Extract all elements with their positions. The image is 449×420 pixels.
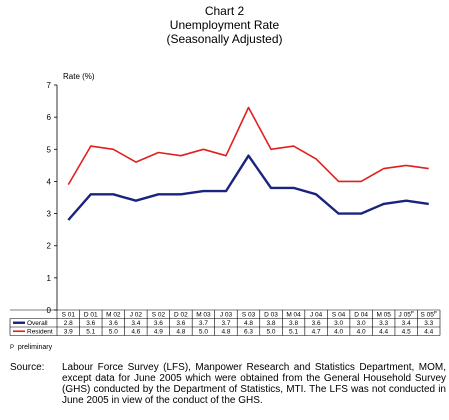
x-category-label: D 04 <box>354 312 368 319</box>
data-label: 5.1 <box>86 329 95 336</box>
x-category-label: J 05P <box>399 310 414 319</box>
data-label: 3.8 <box>289 320 298 327</box>
y-tick-label: 4 <box>47 177 52 186</box>
data-label: 4.7 <box>312 329 321 336</box>
data-label: 2.8 <box>64 320 73 327</box>
source-label: Source: <box>10 362 45 373</box>
x-category-label: J 03 <box>220 312 233 319</box>
chart-series-lines <box>67 106 429 221</box>
data-label: 3.6 <box>176 320 185 327</box>
x-category-label: M 02 <box>106 312 121 319</box>
data-label: 6.3 <box>244 329 253 336</box>
chart-axes: Rate (%) 0 1 2 3 4 5 6 7 <box>47 72 95 315</box>
data-label: 5.0 <box>109 329 118 336</box>
x-category-label: S 01 <box>62 312 76 319</box>
x-category-label: D 03 <box>264 312 278 319</box>
x-category-label: J 02 <box>130 312 143 319</box>
source-text: Labour Force Survey (LFS), Manpower Rese… <box>62 362 446 406</box>
y-tick-label: 3 <box>47 210 52 219</box>
x-category-label: S 03 <box>242 312 256 319</box>
data-label: 3.7 <box>199 320 208 327</box>
data-label: 4.8 <box>176 329 185 336</box>
data-label: 4.8 <box>244 320 253 327</box>
data-label: 4.9 <box>154 329 163 336</box>
unemployment-rate-chart: Rate (%) 0 1 2 3 4 5 6 7 S 01 D 01 M 02 J 02 S 02 D 0… <box>9 72 441 336</box>
data-label: 4.4 <box>424 329 433 336</box>
chart-title: Chart 2 <box>204 4 245 18</box>
preliminary-marker: P <box>434 310 437 315</box>
legend-entry-resident: Resident <box>27 329 53 336</box>
data-label: 3.4 <box>131 320 140 327</box>
data-label: 3.3 <box>379 320 388 327</box>
data-label: 3.8 <box>267 320 276 327</box>
data-label: 3.7 <box>221 320 230 327</box>
series-line-resident <box>67 106 429 186</box>
chart-title-block: Chart 2 Unemployment Rate (Seasonally Ad… <box>0 4 449 46</box>
data-label: 5.0 <box>267 329 276 336</box>
data-label: 3.9 <box>64 329 73 336</box>
data-label: 3.0 <box>334 320 343 327</box>
footnote: P preliminary <box>10 344 52 351</box>
data-label: 3.6 <box>86 320 95 327</box>
source-note: Source: Labour Force Survey (LFS), Manpo… <box>10 362 446 406</box>
chart-subtitle-2: (Seasonally Adjusted) <box>166 32 283 46</box>
data-label: 4.5 <box>402 329 411 336</box>
data-label: 3.6 <box>312 320 321 327</box>
y-tick-label: 2 <box>47 242 52 251</box>
data-label: 3.6 <box>154 320 163 327</box>
data-label: 5.0 <box>199 329 208 336</box>
data-label: 4.4 <box>379 329 388 336</box>
y-axis-label: Rate (%) <box>63 72 95 81</box>
y-tick-label: 6 <box>47 113 52 122</box>
data-label: 3.3 <box>424 320 433 327</box>
x-category-label: S 02 <box>152 312 166 319</box>
x-category-label: D 02 <box>174 312 188 319</box>
x-category-label: J 04 <box>310 312 323 319</box>
data-label: 3.6 <box>109 320 118 327</box>
x-category-label: S 04 <box>332 312 346 319</box>
y-tick-label: 5 <box>47 145 52 154</box>
data-label: 3.0 <box>357 320 366 327</box>
x-category-label: M 04 <box>286 312 301 319</box>
data-label: 4.0 <box>357 329 366 336</box>
chart-subtitle: Unemployment Rate <box>169 18 280 32</box>
x-category-label: D 01 <box>84 312 98 319</box>
y-tick-label: 1 <box>47 274 52 283</box>
footnote-marker: P <box>10 345 15 351</box>
data-label: 4.6 <box>131 329 140 336</box>
data-label: 4.0 <box>334 329 343 336</box>
data-label: 4.8 <box>221 329 230 336</box>
x-category-label: M 05 <box>376 312 391 319</box>
x-category-label: S 05P <box>421 310 437 319</box>
footnote-text: preliminary <box>17 344 53 351</box>
y-tick-label: 0 <box>47 306 52 315</box>
x-category-label: M 03 <box>196 312 211 319</box>
legend-entry-overall: Overall <box>27 320 48 327</box>
data-label: 3.4 <box>402 320 411 327</box>
data-table: S 01 D 01 M 02 J 02 S 02 D 02 M 03 J 03 S 03 D 03… <box>9 309 441 336</box>
preliminary-marker: P <box>411 310 414 315</box>
y-tick-label: 7 <box>47 81 52 90</box>
series-line-overall <box>67 154 429 221</box>
data-label: 5.1 <box>289 329 298 336</box>
